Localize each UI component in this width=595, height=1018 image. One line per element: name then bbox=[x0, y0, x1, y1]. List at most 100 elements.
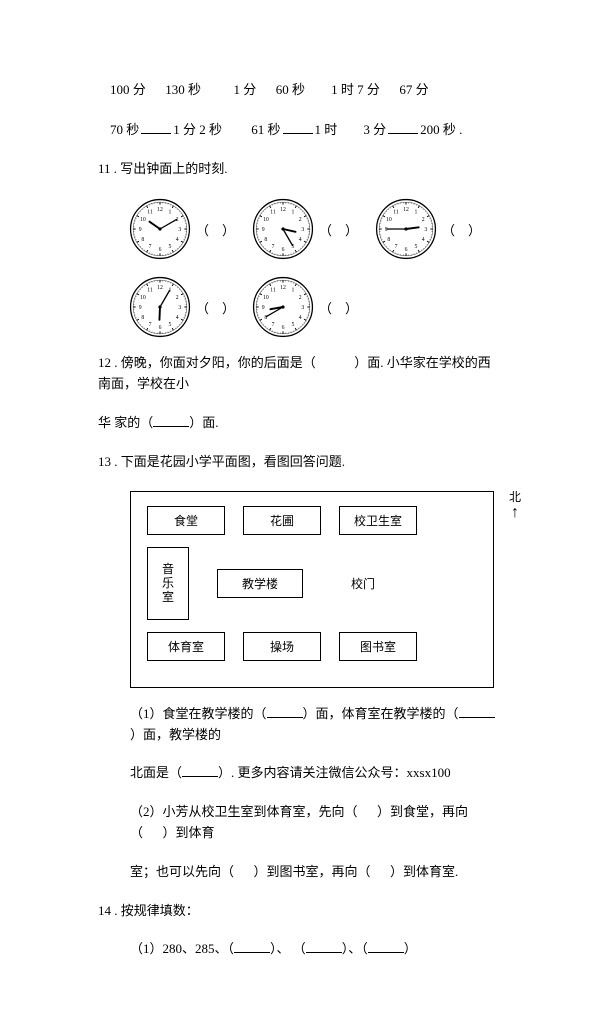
blank-input[interactable] bbox=[182, 763, 218, 777]
svg-text:3: 3 bbox=[178, 227, 181, 233]
worksheet-page: 100 分 130 秒 1 分 60 秒 1 时 7 分 67 分 70 秒 1 … bbox=[0, 0, 595, 1018]
blank-input[interactable] bbox=[234, 939, 270, 953]
svg-text:1: 1 bbox=[291, 288, 294, 294]
clock-answer-paren[interactable]: （ ） bbox=[196, 298, 235, 317]
clock-icon: 123456789101112 bbox=[374, 197, 438, 261]
text: （2）小芳从校卫生室到体育室，先向（ bbox=[130, 804, 358, 819]
svg-text:3: 3 bbox=[424, 227, 427, 233]
text: （1）食堂在教学楼的（ bbox=[130, 706, 267, 721]
map-cell-garden: 花圃 bbox=[243, 506, 321, 535]
question-12: 12 . 傍晚，你面对夕阳，你的后面是（ ）面. 小华家在学校的西南面，学校在小 bbox=[98, 353, 495, 395]
map-cell-pe: 体育室 bbox=[147, 632, 225, 661]
map-cell-music: 音乐室 bbox=[147, 547, 189, 620]
blank-input[interactable] bbox=[306, 939, 342, 953]
cmp5b: 1 时 bbox=[315, 122, 338, 137]
svg-text:2: 2 bbox=[176, 295, 179, 301]
blank-input[interactable] bbox=[153, 413, 189, 427]
text: ）面，体育室在教学楼的（ bbox=[303, 706, 459, 721]
q12-text: 华 家的（ bbox=[98, 415, 153, 430]
blank-input[interactable] bbox=[388, 119, 418, 134]
text: ）到图书室，再向（ bbox=[254, 864, 371, 879]
svg-text:2: 2 bbox=[299, 295, 302, 301]
svg-text:7: 7 bbox=[395, 244, 398, 250]
blank-input[interactable] bbox=[368, 939, 404, 953]
clock-answer-paren[interactable]: （ ） bbox=[319, 298, 358, 317]
map-row: 体育室 操场 图书室 bbox=[147, 632, 477, 661]
svg-text:10: 10 bbox=[140, 295, 146, 301]
blank-input[interactable] bbox=[141, 119, 171, 134]
north-indicator: 北 ↑ bbox=[509, 488, 521, 521]
svg-text:1: 1 bbox=[415, 210, 418, 216]
svg-text:2: 2 bbox=[422, 217, 425, 223]
text: ）面，教学楼的 bbox=[130, 727, 221, 742]
svg-text:5: 5 bbox=[415, 244, 418, 250]
text: ）到体育室. bbox=[390, 864, 458, 879]
cmp6a: 3 分 bbox=[363, 122, 386, 137]
svg-text:8: 8 bbox=[141, 315, 144, 321]
text: 室；也可以先向（ bbox=[130, 864, 234, 879]
question-14: 14 . 按规律填数： bbox=[98, 901, 495, 922]
svg-text:7: 7 bbox=[149, 322, 152, 328]
cmp1a: 100 分 bbox=[110, 82, 146, 97]
q13-sub1: （1）食堂在教学楼的（ ）面，体育室在教学楼的（ ）面，教学楼的 bbox=[110, 704, 495, 746]
question-11: 11 . 写出钟面上的时刻. bbox=[98, 159, 495, 180]
clock-icon: 123456789101112 bbox=[128, 197, 192, 261]
cmp3a: 1 时 7 分 bbox=[331, 82, 380, 97]
clock-answer-paren[interactable]: （ ） bbox=[319, 220, 358, 239]
cmp1b: 130 秒 bbox=[165, 82, 201, 97]
svg-text:9: 9 bbox=[139, 227, 142, 233]
svg-text:4: 4 bbox=[176, 237, 179, 243]
map-cell-playground: 操场 bbox=[243, 632, 321, 661]
q13-sub2: （2）小芳从校卫生室到体育室，先向（ ）到食堂，再向（ ）到体育 bbox=[110, 802, 495, 844]
svg-text:7: 7 bbox=[272, 322, 275, 328]
svg-text:11: 11 bbox=[147, 210, 153, 216]
svg-text:5: 5 bbox=[168, 322, 171, 328]
svg-text:12: 12 bbox=[157, 285, 163, 291]
cmp3b: 67 分 bbox=[399, 82, 428, 97]
svg-text:1: 1 bbox=[168, 210, 171, 216]
text: 北面是（ bbox=[130, 765, 182, 780]
cmp4a: 70 秒 bbox=[110, 122, 139, 137]
comparison-row-1: 100 分 130 秒 1 分 60 秒 1 时 7 分 67 分 bbox=[110, 80, 495, 101]
svg-text:2: 2 bbox=[299, 217, 302, 223]
svg-text:6: 6 bbox=[159, 325, 162, 331]
svg-text:3: 3 bbox=[301, 227, 304, 233]
blank-input[interactable] bbox=[459, 704, 495, 718]
north-label: 北 bbox=[509, 488, 521, 505]
map-cell-library: 图书室 bbox=[339, 632, 417, 661]
svg-text:6: 6 bbox=[282, 247, 285, 253]
q14-sub1: （1）280、285、（）、 （）、（） bbox=[110, 939, 495, 960]
clocks-row-2: 123456789101112 （ ） 123456789101112 （ ） bbox=[128, 275, 495, 339]
clock-icon: 123456789101112 bbox=[251, 275, 315, 339]
svg-text:4: 4 bbox=[422, 237, 425, 243]
q12-text: 12 . 傍晚，你面对夕阳，你的后面是（ bbox=[98, 355, 316, 370]
map-row: 食堂 花圃 校卫生室 bbox=[147, 506, 477, 535]
question-13: 13 . 下面是花园小学平面图，看图回答问题. bbox=[98, 452, 495, 473]
school-map: 食堂 花圃 校卫生室 音乐室 教学楼 校门 体育室 操场 图书室 北 ↑ bbox=[130, 491, 494, 688]
q12-text: ）面. bbox=[189, 415, 218, 430]
svg-text:7: 7 bbox=[149, 244, 152, 250]
svg-text:3: 3 bbox=[301, 305, 304, 311]
map-wrapper: 食堂 花圃 校卫生室 音乐室 教学楼 校门 体育室 操场 图书室 北 ↑ bbox=[110, 491, 495, 688]
blank-input[interactable] bbox=[283, 119, 313, 134]
cmp2a: 1 分 bbox=[234, 82, 257, 97]
clock-answer-paren[interactable]: （ ） bbox=[196, 220, 235, 239]
svg-text:12: 12 bbox=[280, 285, 286, 291]
blank-input[interactable] bbox=[267, 704, 303, 718]
svg-text:6: 6 bbox=[282, 325, 285, 331]
svg-text:9: 9 bbox=[385, 227, 388, 233]
cmp5a: 61 秒 bbox=[251, 122, 280, 137]
clock-icon: 123456789101112 bbox=[251, 197, 315, 261]
cmp6b: 200 秒 . bbox=[420, 122, 462, 137]
clock-answer-paren[interactable]: （ ） bbox=[442, 220, 481, 239]
svg-text:12: 12 bbox=[280, 207, 286, 213]
svg-text:10: 10 bbox=[386, 217, 392, 223]
question-12-cont: 华 家的（ ）面. bbox=[98, 413, 495, 434]
clocks-row-1: 123456789101112 （ ） 123456789101112 （ ） … bbox=[128, 197, 495, 261]
q13-sub1-cont: 北面是（）. 更多内容请关注微信公众号：xxsx100 bbox=[110, 763, 495, 784]
q13-sub2-cont: 室；也可以先向（ ）到图书室，再向（ ）到体育室. bbox=[110, 862, 495, 883]
map-cell-canteen: 食堂 bbox=[147, 506, 225, 535]
svg-text:10: 10 bbox=[140, 217, 146, 223]
svg-text:10: 10 bbox=[263, 295, 269, 301]
text: （1）280、285、（ bbox=[130, 941, 234, 956]
